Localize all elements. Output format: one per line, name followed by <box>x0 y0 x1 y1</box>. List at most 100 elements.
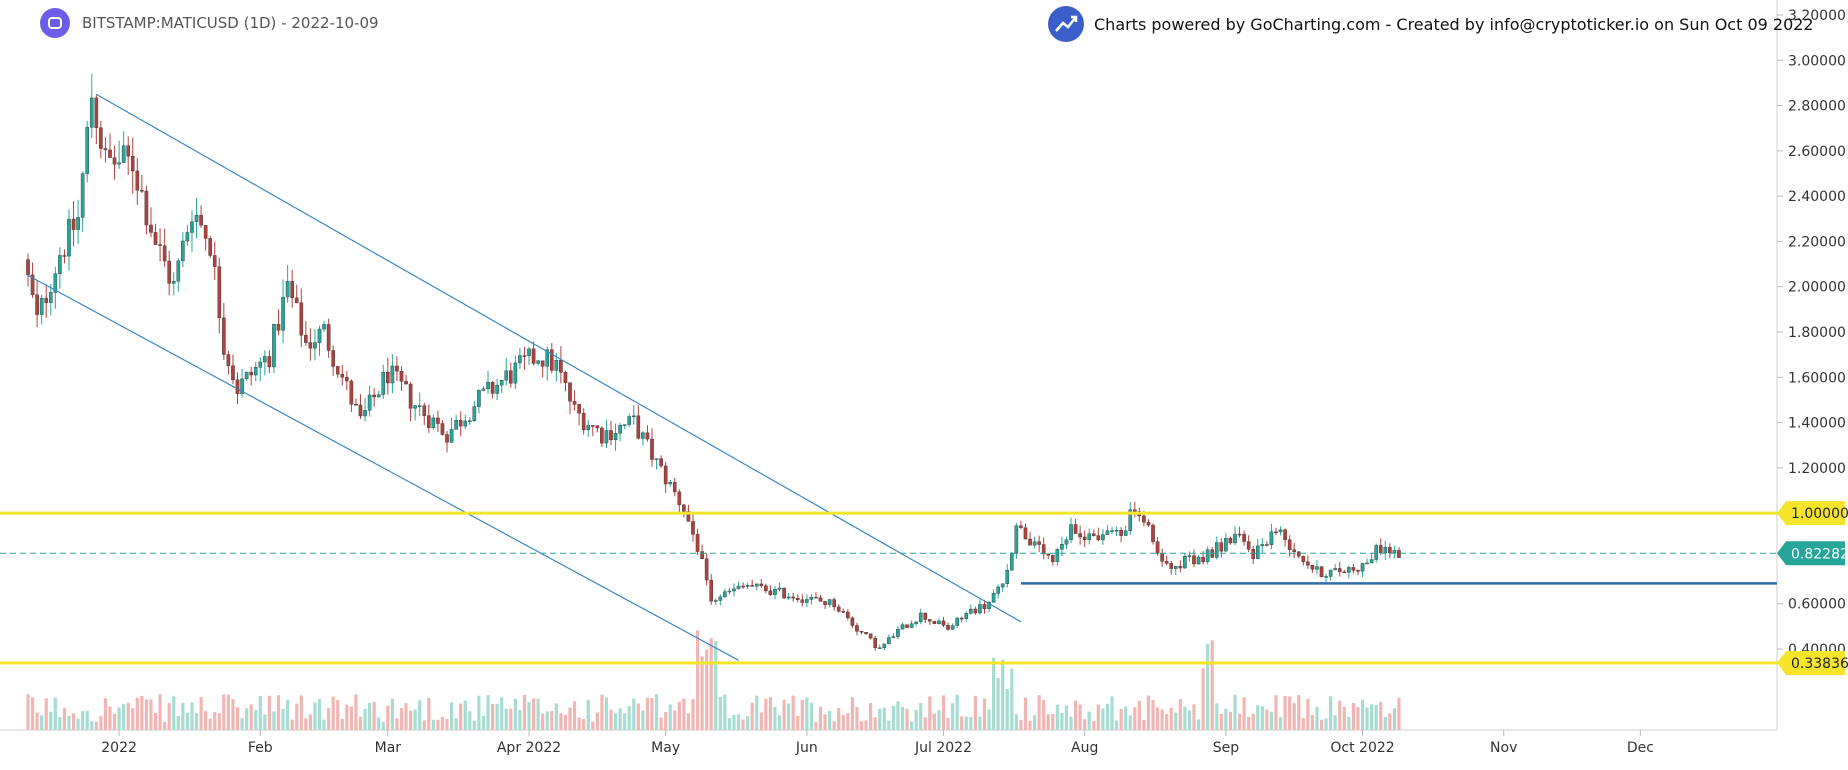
volume-bar <box>131 708 135 730</box>
candle-body <box>53 273 58 293</box>
volume-bar <box>190 702 194 730</box>
volume-bar <box>568 707 572 730</box>
x-tick-label: Dec <box>1627 740 1654 756</box>
candle-body <box>1023 527 1028 540</box>
candle-body <box>613 433 618 441</box>
volume-bar <box>304 718 308 730</box>
candle-body <box>513 362 518 384</box>
volume-bar <box>1329 696 1333 730</box>
candle-body <box>590 425 595 427</box>
volume-bar <box>545 711 549 730</box>
volume-bar <box>153 712 158 730</box>
volume-bar <box>572 701 577 730</box>
candle-body <box>1196 556 1201 565</box>
candle-body <box>1032 541 1037 546</box>
candle-body <box>1105 530 1110 535</box>
volume-bar <box>541 713 545 730</box>
volume-bar <box>213 712 217 730</box>
volume-bar <box>1237 713 1242 730</box>
volume-bar <box>850 697 854 730</box>
volume-bar <box>951 703 955 730</box>
candle-body <box>477 390 481 407</box>
volume-bar <box>960 716 964 730</box>
candle-body <box>732 588 736 592</box>
candle-body <box>1296 551 1301 557</box>
drawings <box>0 93 1777 665</box>
volume-bar <box>1146 695 1151 730</box>
volume-bar <box>627 706 631 730</box>
candle-body <box>35 294 39 315</box>
volume-bar <box>645 697 650 730</box>
candle-body <box>367 394 372 411</box>
volume-bar <box>413 709 417 730</box>
volume-bar <box>873 717 877 730</box>
candle-body <box>691 521 695 535</box>
candle-body <box>85 127 90 174</box>
channel-trendline[interactable] <box>27 274 739 661</box>
volume-bar <box>144 699 149 730</box>
candle-body <box>376 394 381 398</box>
candle-body <box>668 482 673 485</box>
candle-body <box>1251 549 1256 560</box>
candle-body <box>1160 552 1164 562</box>
candle-body <box>745 585 750 587</box>
volume-bar <box>276 695 281 730</box>
candle-body <box>372 394 376 398</box>
candle-body <box>1342 571 1347 574</box>
candle-body <box>495 384 499 394</box>
candle-body <box>540 360 545 367</box>
candle-body <box>1219 542 1224 552</box>
candle-body <box>317 328 322 343</box>
volume-bar <box>422 720 426 730</box>
volume-bar <box>832 721 836 730</box>
candle-body <box>959 617 964 620</box>
volume-bar <box>686 713 691 730</box>
candle-body <box>30 274 35 295</box>
volume-bar <box>591 721 595 730</box>
volume-bar <box>700 656 704 730</box>
volume-bar <box>932 713 936 730</box>
candle-body <box>1123 530 1128 536</box>
candle-body <box>1269 531 1274 545</box>
volume-bar <box>536 698 540 730</box>
candle-body <box>1347 567 1351 573</box>
volume-bar <box>522 695 527 730</box>
candle-body <box>313 342 317 349</box>
volume-bar <box>1365 707 1369 730</box>
credit-banner: Charts powered by GoCharting.com - Creat… <box>1048 6 1814 42</box>
candle-body <box>600 427 604 444</box>
volume-bar <box>641 710 645 730</box>
volume-bar <box>896 701 900 730</box>
candle-body <box>527 348 531 357</box>
candle-body <box>171 281 176 284</box>
candle-body <box>1397 550 1401 558</box>
candle-body <box>103 148 108 151</box>
volume-bar <box>140 695 144 730</box>
candle-body <box>1378 545 1383 554</box>
volume-bar <box>818 706 823 730</box>
candle-body <box>531 348 536 364</box>
candle-body <box>713 600 718 602</box>
candle-body <box>121 145 126 163</box>
volume-bar <box>286 700 290 730</box>
volume-bar <box>149 699 153 730</box>
candle-body <box>1356 570 1360 572</box>
volume-bar <box>668 704 672 730</box>
channel-trendline[interactable] <box>96 93 1022 623</box>
candle-body <box>130 155 135 172</box>
candle-body <box>1228 538 1233 544</box>
volume-bar <box>440 716 445 730</box>
candle-body <box>345 377 349 382</box>
volume-bar <box>723 694 727 730</box>
candle-body <box>768 590 773 595</box>
volume-bar <box>987 709 991 730</box>
volume-bar <box>1114 720 1119 730</box>
volume-bar <box>928 696 932 730</box>
volume-bar <box>395 718 399 730</box>
candle-body <box>1306 561 1310 566</box>
candle-body <box>859 631 864 633</box>
candle-body <box>153 232 158 245</box>
volume-bar <box>245 708 249 730</box>
candle-body <box>1246 541 1251 550</box>
